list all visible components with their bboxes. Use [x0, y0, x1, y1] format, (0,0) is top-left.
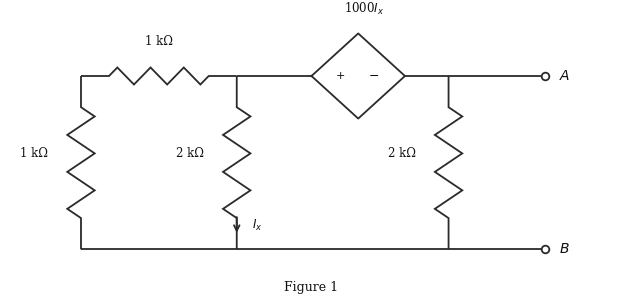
Text: $A$: $A$: [559, 69, 570, 83]
Text: 2 kΩ: 2 kΩ: [176, 147, 204, 160]
Text: −: −: [369, 70, 379, 82]
Text: $I_x$: $I_x$: [252, 217, 263, 233]
Text: 1 kΩ: 1 kΩ: [21, 147, 48, 160]
Text: 1000$I_x$: 1000$I_x$: [345, 1, 384, 17]
Text: 1 kΩ: 1 kΩ: [145, 35, 173, 47]
Text: +: +: [336, 71, 346, 81]
Text: $B$: $B$: [559, 242, 569, 256]
Text: 2 kΩ: 2 kΩ: [388, 147, 416, 160]
Text: Figure 1: Figure 1: [285, 281, 338, 294]
